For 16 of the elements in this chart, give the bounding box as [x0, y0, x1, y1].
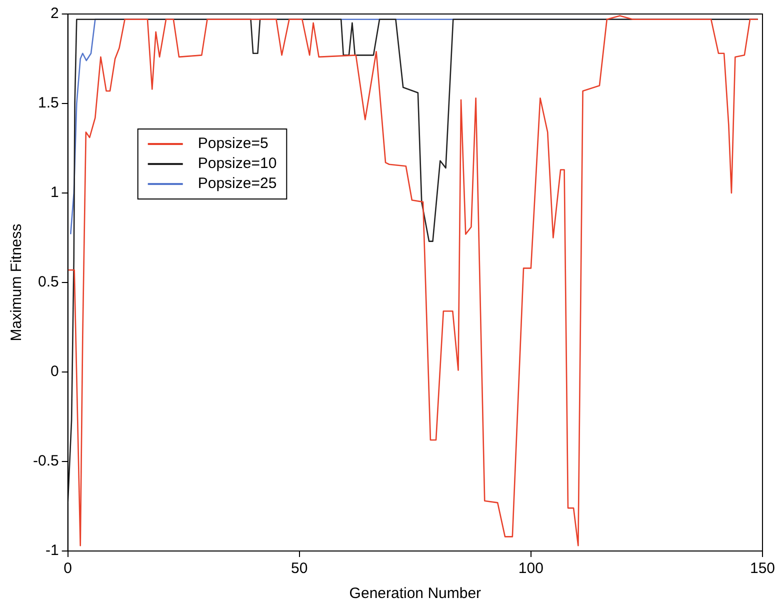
x-tick-label: 50 — [291, 560, 308, 578]
x-axis-title: Generation Number — [349, 585, 482, 602]
y-tick-label: -0.5 — [32, 452, 59, 470]
x-tick-label: 150 — [750, 560, 775, 578]
y-tick-label: 1.5 — [38, 94, 59, 112]
legend-label: Popsize=5 — [198, 135, 268, 152]
y-axis-title: Maximum Fitness — [8, 224, 26, 342]
legend-label: Popsize=25 — [198, 175, 277, 192]
legend-label: Popsize=10 — [198, 155, 277, 172]
y-tick-label: 0.5 — [38, 274, 59, 291]
y-tick-label: -1 — [46, 542, 59, 560]
y-tick-label: 2 — [50, 5, 59, 22]
x-tick-label: 100 — [518, 560, 544, 578]
y-tick-label: 1 — [50, 184, 59, 202]
x-tick-label: 0 — [64, 560, 72, 578]
y-tick-label: 0 — [50, 363, 59, 380]
